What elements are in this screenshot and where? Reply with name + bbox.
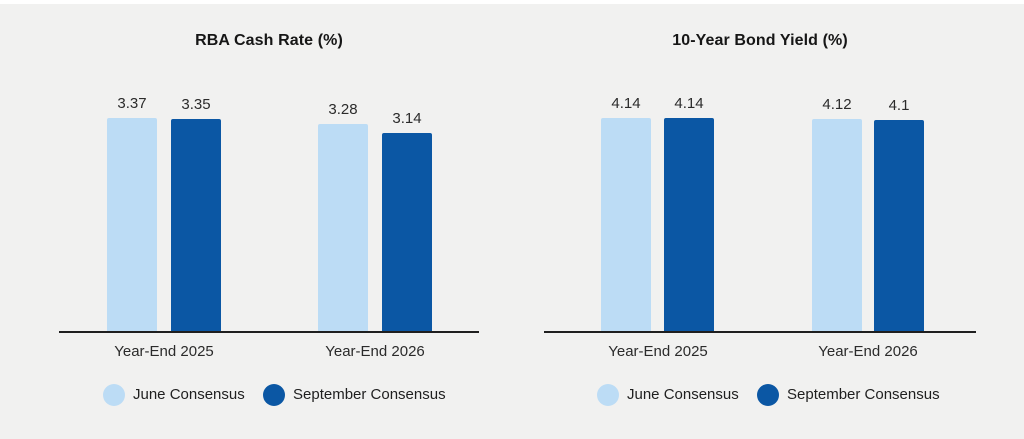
bar-september-consensus-year-end-2025: [664, 118, 714, 331]
value-label: 3.14: [392, 110, 422, 127]
bar-june-consensus-year-end-2025: [601, 118, 651, 331]
plot-area-bond-yield: 4.14 4.14 4.12 4.1: [544, 0, 976, 333]
september-consensus-swatch-icon: [757, 384, 779, 406]
x-axis-label-year-end-2026: Year-End 2026: [325, 343, 425, 360]
x-axis-label-year-end-2025: Year-End 2025: [114, 343, 214, 360]
legend-item-september-consensus: September Consensus: [263, 384, 446, 406]
legend-item-june-consensus: June Consensus: [103, 384, 245, 406]
chart-rba-cash-rate: RBA Cash Rate (%) 3.37 3.35 3.28 3.14 Ye…: [59, 0, 479, 439]
chart-title-rba-cash-rate: RBA Cash Rate (%): [195, 32, 343, 49]
june-consensus-swatch-icon: [103, 384, 125, 406]
value-label: 4.1: [888, 97, 910, 114]
bar-september-consensus-year-end-2026: [874, 120, 924, 331]
chart-legend: June Consensus September Consensus: [544, 384, 976, 406]
legend-item-september-consensus: September Consensus: [757, 384, 940, 406]
value-label: 4.12: [822, 96, 852, 113]
x-axis-line: [544, 331, 976, 333]
legend-item-june-consensus: June Consensus: [597, 384, 739, 406]
value-label: 4.14: [674, 95, 704, 112]
value-label: 4.14: [611, 95, 641, 112]
bar-june-consensus-year-end-2025: [107, 118, 157, 331]
x-axis-label-year-end-2026: Year-End 2026: [818, 343, 918, 360]
september-consensus-swatch-icon: [263, 384, 285, 406]
bar-june-consensus-year-end-2026: [318, 124, 368, 331]
plot-area-rba: 3.37 3.35 3.28 3.14: [59, 0, 479, 333]
value-label: 3.37: [117, 95, 147, 112]
value-label: 3.35: [181, 96, 211, 113]
legend-label: September Consensus: [787, 386, 940, 403]
bar-june-consensus-year-end-2026: [812, 119, 862, 331]
bar-september-consensus-year-end-2026: [382, 133, 432, 331]
x-axis-label-year-end-2025: Year-End 2025: [608, 343, 708, 360]
x-axis-line: [59, 331, 479, 333]
top-border-strip: [0, 0, 1024, 4]
chart-legend: June Consensus September Consensus: [59, 384, 479, 406]
value-label: 3.28: [328, 101, 358, 118]
chart-10-year-bond-yield: 10-Year Bond Yield (%) 4.14 4.14 4.12 4.…: [544, 0, 976, 439]
legend-label: September Consensus: [293, 386, 446, 403]
june-consensus-swatch-icon: [597, 384, 619, 406]
legend-label: June Consensus: [133, 386, 245, 403]
legend-label: June Consensus: [627, 386, 739, 403]
chart-title-10-year-bond-yield: 10-Year Bond Yield (%): [672, 32, 848, 49]
bar-september-consensus-year-end-2025: [171, 119, 221, 331]
